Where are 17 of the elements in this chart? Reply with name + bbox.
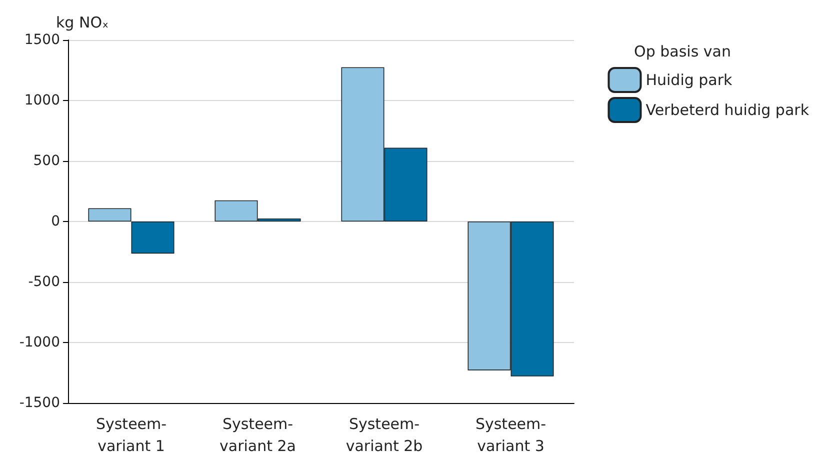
- y-tick-label: 1500: [24, 32, 60, 48]
- y-tick-label: -500: [28, 274, 60, 290]
- bar: [88, 208, 132, 222]
- y-tick-label: 0: [51, 214, 60, 230]
- y-axis-title: kg NOₓ: [56, 14, 109, 32]
- legend-label: Huidig park: [646, 71, 733, 89]
- bar: [131, 222, 174, 254]
- legend-title: Op basis van: [634, 42, 731, 60]
- y-tick-label: -1000: [19, 334, 60, 350]
- x-tick-label: Systeem- variant 2b: [346, 415, 423, 455]
- x-tick-label: Systeem- variant 1: [96, 415, 167, 455]
- y-tick-label: 1000: [24, 92, 60, 108]
- x-tick-label: Systeem- variant 3: [475, 415, 546, 455]
- x-tick-label: Systeem- variant 2a: [220, 415, 296, 455]
- legend-label: Verbeterd huidig park: [646, 101, 810, 119]
- y-tick-label: -1500: [19, 395, 60, 411]
- y-tick-label: 500: [33, 153, 60, 169]
